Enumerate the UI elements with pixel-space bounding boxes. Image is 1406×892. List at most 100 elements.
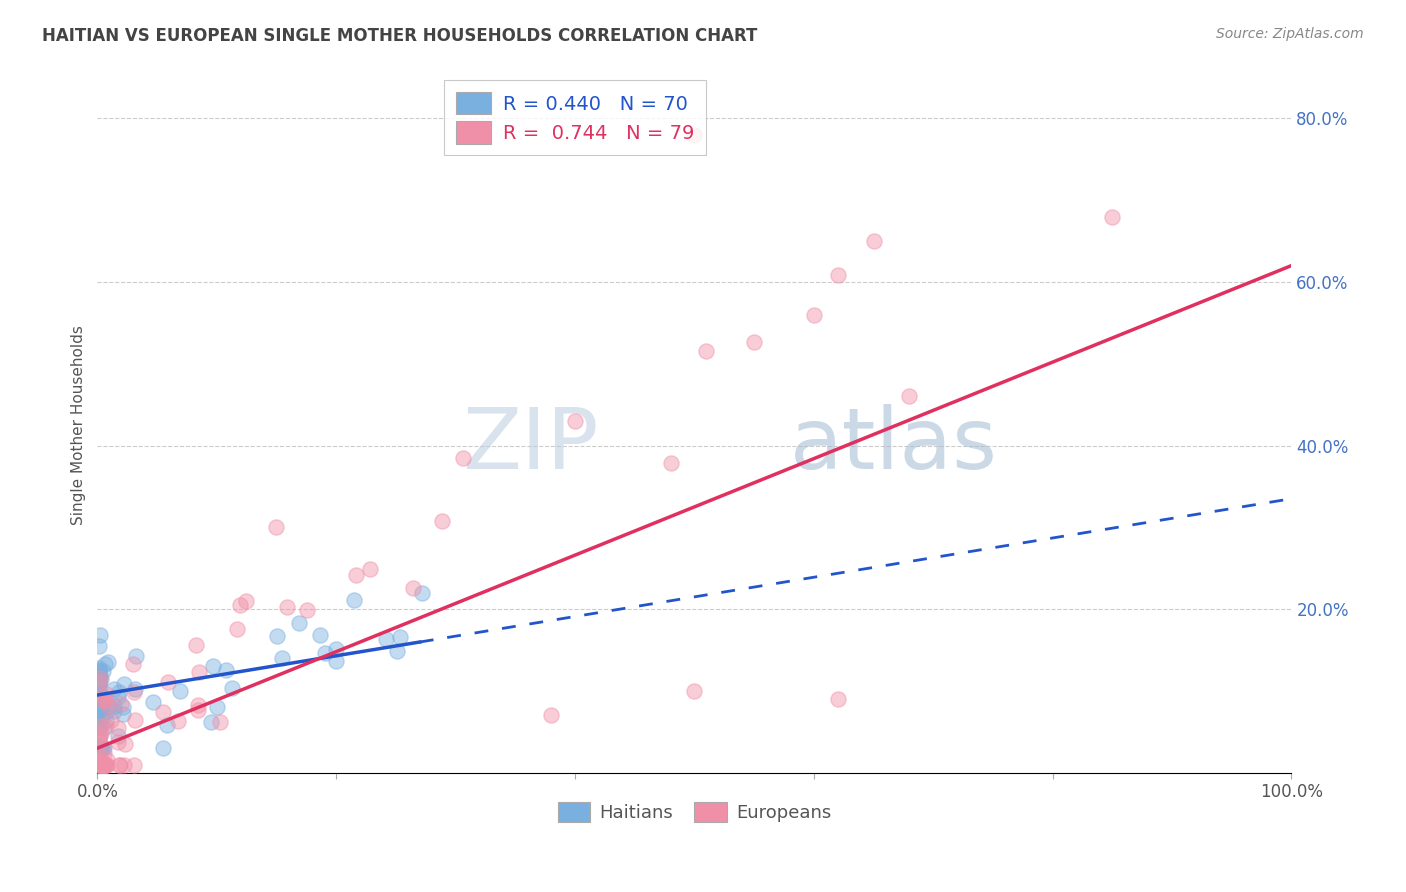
- Point: [297, 603, 319, 617]
- Point: [93, 747, 115, 761]
- Point: [90, 709, 112, 723]
- Point: [90, 719, 112, 733]
- Point: [208, 715, 231, 730]
- Point: [187, 703, 209, 717]
- Point: [93, 721, 115, 735]
- Point: [87, 730, 110, 744]
- Point: [90, 726, 112, 740]
- Point: [683, 128, 706, 142]
- Point: [271, 651, 294, 665]
- Point: [103, 682, 125, 697]
- Point: [156, 674, 179, 689]
- Point: [93, 693, 115, 707]
- Point: [411, 586, 433, 600]
- Point: [122, 685, 145, 699]
- Point: [94, 757, 117, 772]
- Point: [87, 660, 110, 674]
- Point: [89, 749, 111, 764]
- Point: [187, 698, 209, 712]
- Point: [87, 670, 110, 684]
- Point: [1101, 210, 1123, 224]
- Point: [100, 713, 122, 727]
- Point: [93, 664, 115, 678]
- Point: [87, 732, 110, 747]
- Point: [87, 676, 110, 690]
- Point: [803, 308, 825, 322]
- Point: [87, 715, 110, 730]
- Point: [156, 718, 179, 732]
- Point: [91, 691, 114, 706]
- Point: [167, 714, 190, 728]
- Point: [107, 685, 129, 699]
- Point: [90, 672, 112, 686]
- Point: [142, 695, 165, 709]
- Point: [90, 741, 112, 756]
- Point: [125, 649, 148, 664]
- Point: [93, 691, 115, 706]
- Point: [94, 757, 117, 772]
- Point: [112, 677, 135, 691]
- Point: [121, 657, 143, 671]
- Point: [90, 757, 112, 772]
- Legend: Haitians, Europeans: Haitians, Europeans: [547, 790, 842, 833]
- Point: [96, 698, 118, 712]
- Point: [540, 708, 562, 723]
- Point: [451, 451, 474, 466]
- Point: [114, 738, 136, 752]
- Point: [862, 234, 884, 248]
- Point: [94, 719, 117, 733]
- Point: [96, 687, 118, 701]
- Point: [898, 389, 921, 403]
- Point: [152, 741, 174, 756]
- Point: [184, 639, 207, 653]
- Point: [89, 739, 111, 754]
- Point: [87, 639, 110, 653]
- Point: [659, 456, 682, 470]
- Point: [103, 698, 125, 713]
- Point: [87, 675, 110, 690]
- Point: [201, 659, 224, 673]
- Point: [287, 615, 309, 630]
- Point: [344, 567, 367, 582]
- Point: [229, 598, 252, 612]
- Point: [91, 757, 114, 772]
- Point: [124, 682, 146, 697]
- Text: ZIP: ZIP: [463, 404, 599, 487]
- Point: [107, 690, 129, 705]
- Point: [215, 663, 238, 677]
- Point: [683, 684, 706, 698]
- Point: [107, 729, 129, 743]
- Point: [93, 741, 115, 756]
- Point: [122, 757, 145, 772]
- Point: [388, 630, 411, 644]
- Point: [96, 752, 118, 766]
- Point: [430, 514, 453, 528]
- Point: [87, 675, 110, 690]
- Point: [402, 581, 425, 595]
- Point: [87, 753, 110, 767]
- Point: [96, 656, 118, 670]
- Point: [89, 729, 111, 743]
- Text: atlas: atlas: [790, 404, 998, 487]
- Point: [89, 757, 111, 772]
- Point: [93, 757, 115, 772]
- Point: [96, 757, 118, 772]
- Point: [107, 721, 129, 735]
- Point: [87, 757, 110, 772]
- Point: [87, 673, 110, 688]
- Point: [87, 721, 110, 735]
- Point: [827, 268, 849, 282]
- Point: [107, 735, 129, 749]
- Point: [87, 720, 110, 734]
- Point: [205, 700, 228, 714]
- Point: [695, 343, 717, 358]
- Point: [94, 657, 117, 672]
- Point: [103, 704, 125, 718]
- Point: [96, 757, 118, 772]
- Point: [89, 671, 111, 685]
- Point: [87, 676, 110, 690]
- Text: HAITIAN VS EUROPEAN SINGLE MOTHER HOUSEHOLDS CORRELATION CHART: HAITIAN VS EUROPEAN SINGLE MOTHER HOUSEH…: [42, 27, 758, 45]
- Point: [89, 757, 111, 772]
- Point: [87, 681, 110, 695]
- Point: [564, 414, 586, 428]
